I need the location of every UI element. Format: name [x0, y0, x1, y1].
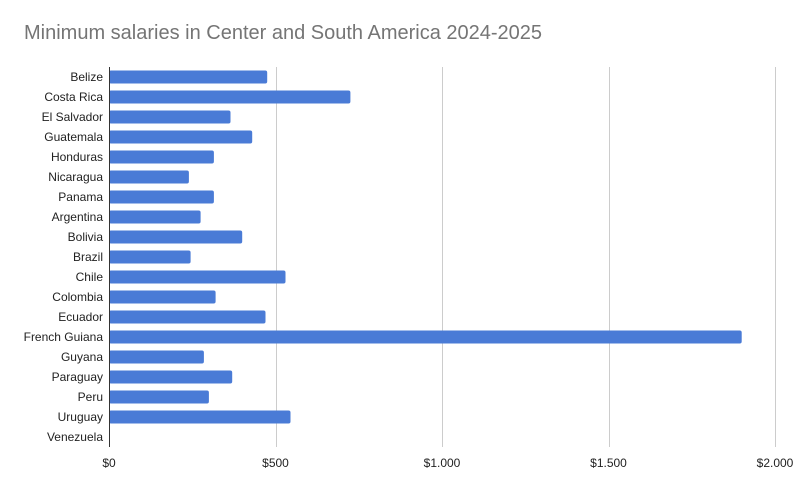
category-label: Bolivia — [68, 230, 104, 244]
bar — [109, 170, 189, 184]
bar — [109, 210, 201, 224]
bar — [109, 90, 351, 104]
category-label: Venezuela — [47, 430, 103, 444]
category-label: Nicaragua — [48, 170, 103, 184]
bar — [109, 230, 243, 244]
category-label: Guyana — [61, 350, 103, 364]
category-label: Peru — [78, 390, 103, 404]
bar — [109, 150, 214, 164]
category-label: Argentina — [52, 210, 104, 224]
bar — [109, 290, 216, 304]
bar — [109, 70, 268, 84]
bar — [109, 330, 742, 344]
category-label: Chile — [76, 270, 104, 284]
category-label: El Salvador — [42, 110, 103, 124]
x-tick-label: $2.000 — [757, 456, 794, 470]
category-label: French Guiana — [24, 330, 104, 344]
bar — [109, 390, 209, 404]
category-label: Guatemala — [44, 130, 103, 144]
category-label: Costa Rica — [44, 90, 103, 104]
x-tick-label: $1.000 — [424, 456, 461, 470]
bar — [109, 350, 204, 364]
bar — [109, 110, 231, 124]
category-label: Honduras — [51, 150, 103, 164]
bar — [109, 270, 286, 284]
x-tick-label: $0 — [102, 456, 116, 470]
category-label: Paraguay — [52, 370, 103, 384]
bar — [109, 130, 253, 144]
bar — [109, 310, 266, 324]
bar — [109, 370, 233, 384]
category-label: Ecuador — [58, 310, 103, 324]
category-label: Belize — [70, 70, 103, 84]
x-tick-label: $1.500 — [590, 456, 627, 470]
category-label: Uruguay — [58, 410, 103, 424]
bar — [109, 250, 191, 264]
chart-title: Minimum salaries in Center and South Ame… — [24, 22, 543, 44]
category-label: Brazil — [73, 250, 103, 264]
x-tick-label: $500 — [262, 456, 289, 470]
bar — [109, 190, 214, 204]
category-label: Panama — [58, 190, 103, 204]
bar — [109, 410, 291, 424]
category-label: Colombia — [52, 290, 103, 304]
